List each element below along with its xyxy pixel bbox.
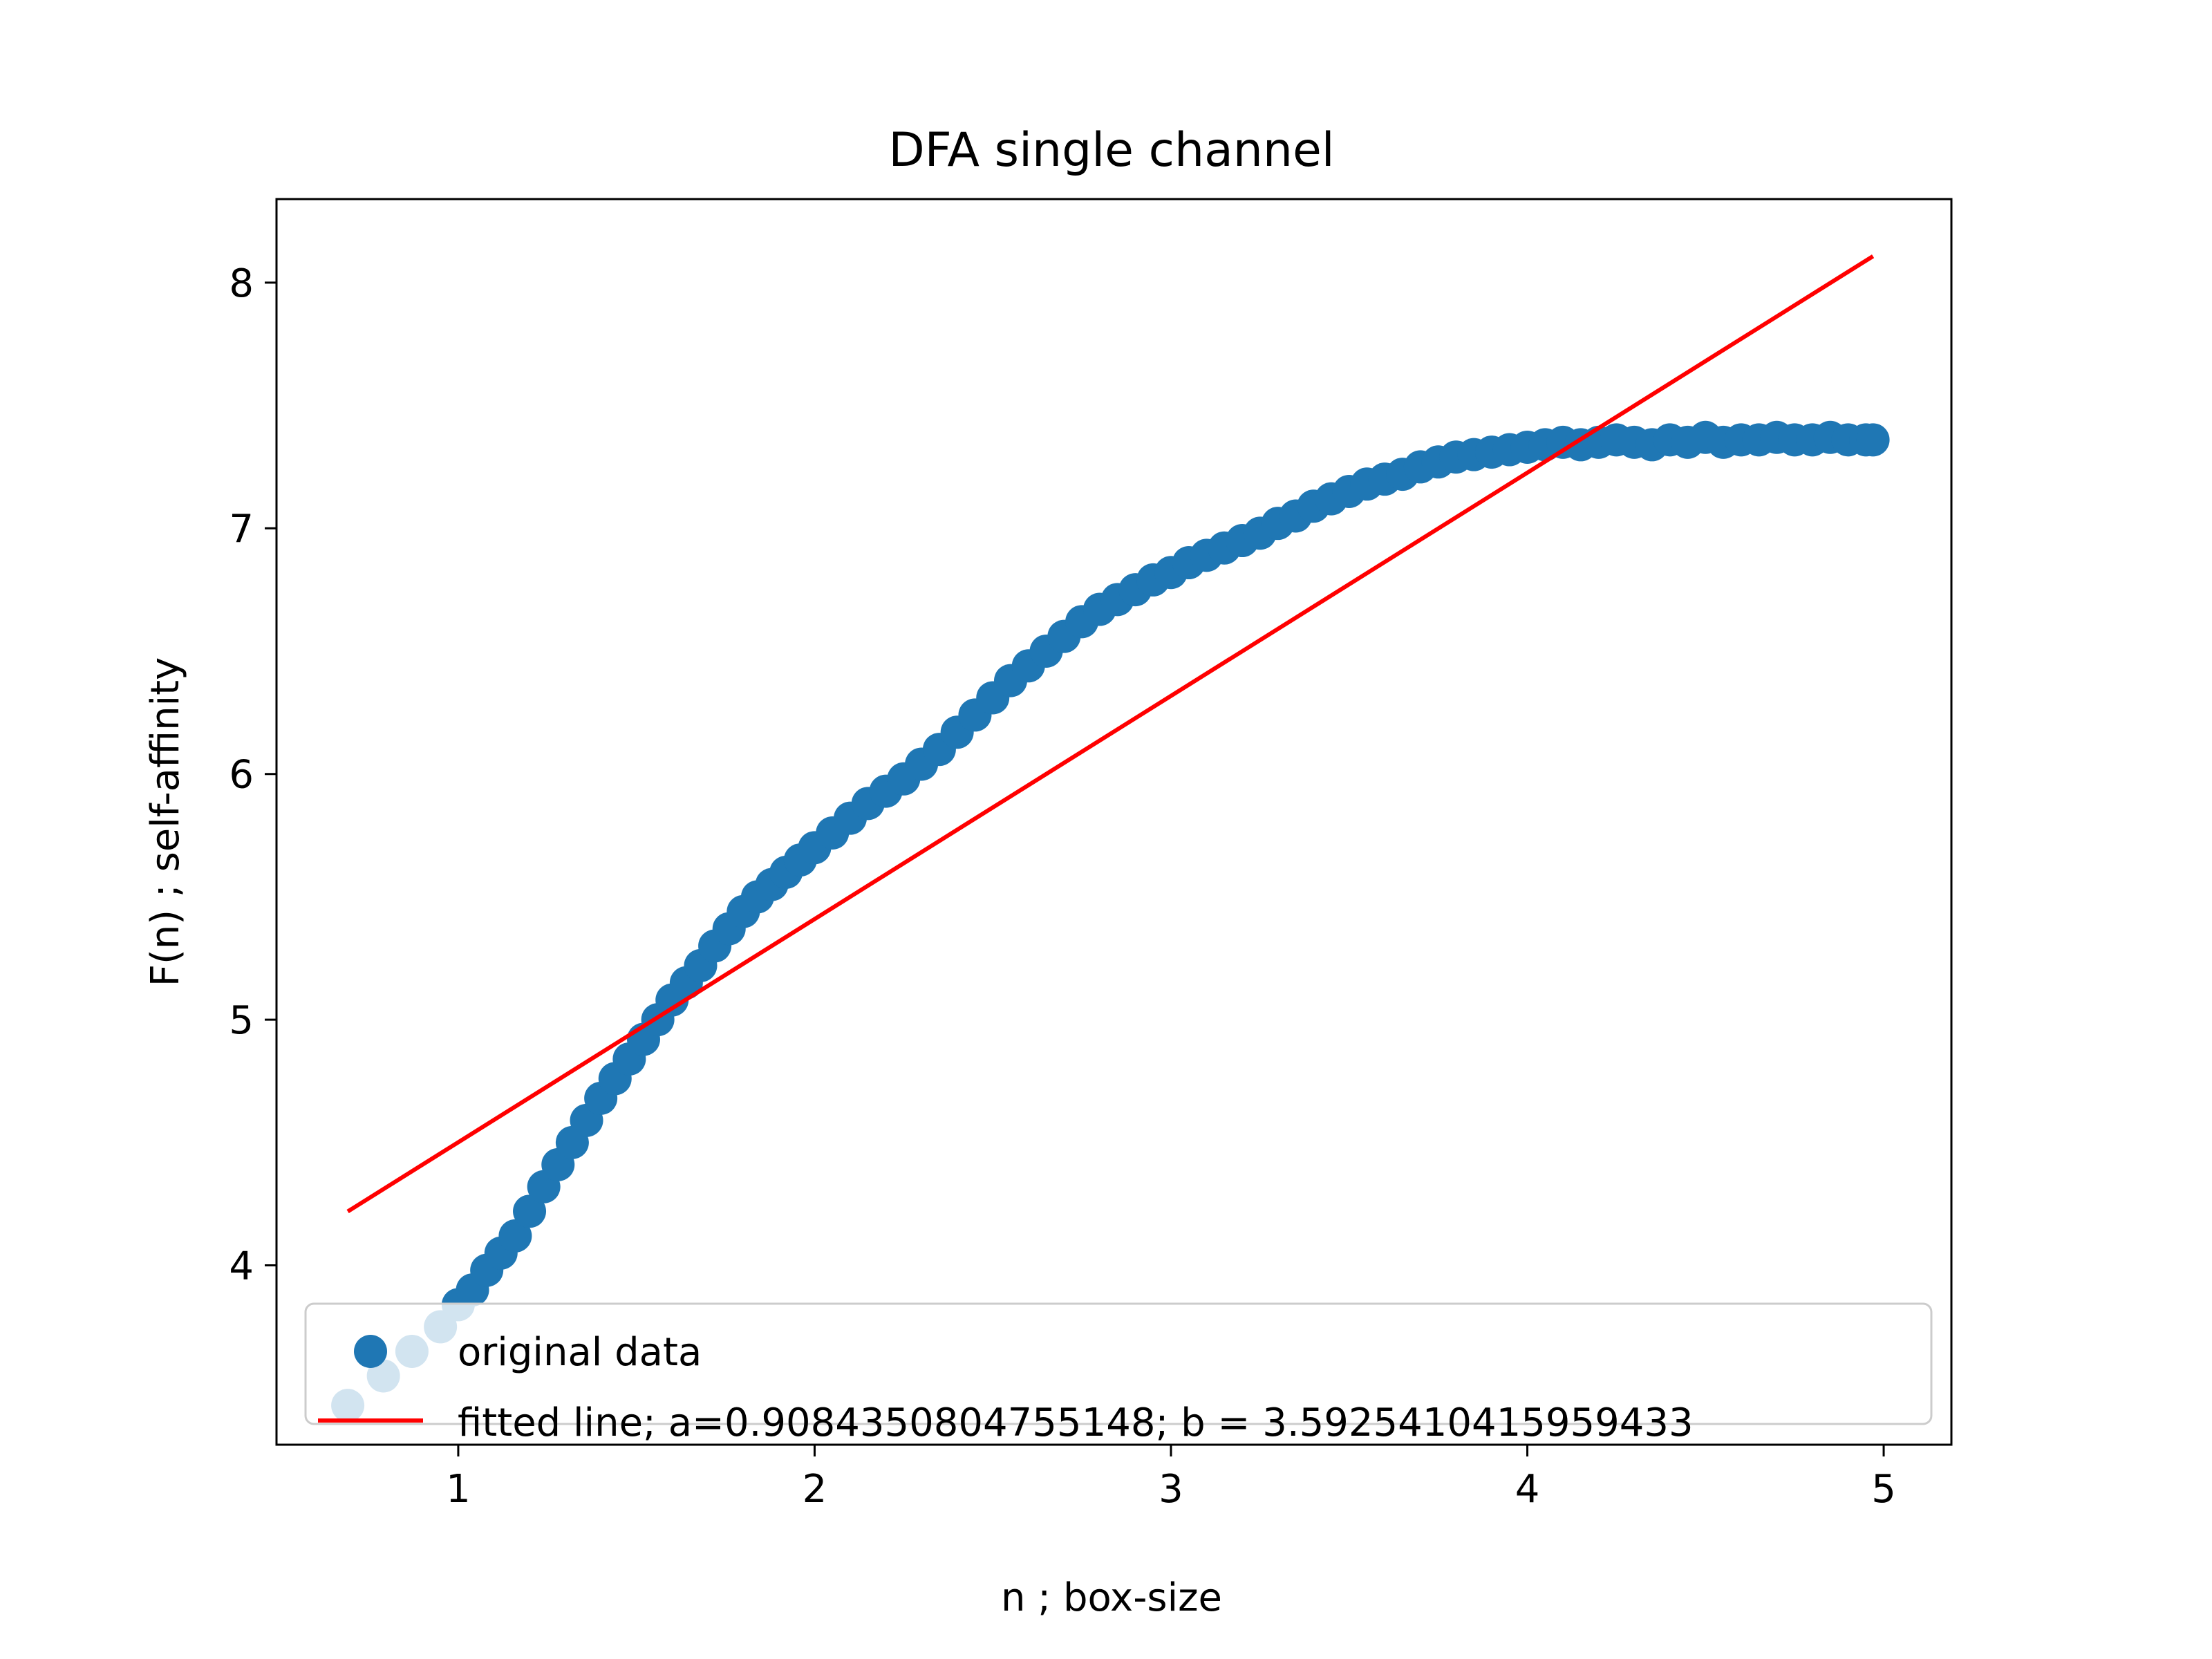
legend: original data fitted line; a=0.908435080… <box>304 1302 1933 1445</box>
x-axis: 1 2 3 4 5 <box>446 1445 1896 1512</box>
y-tick-label: 8 <box>229 261 254 306</box>
y-tick-label: 4 <box>229 1244 254 1289</box>
y-tick-label: 5 <box>229 998 254 1043</box>
x-tick-label: 5 <box>1871 1467 1896 1512</box>
fit-layer <box>346 254 1875 1214</box>
chart-title: DFA single channel <box>888 123 1334 178</box>
y-tick-label: 7 <box>229 507 254 552</box>
data-point <box>1856 423 1890 457</box>
legend-label-original-data: original data <box>458 1330 702 1375</box>
axes-frame <box>275 198 1953 1446</box>
y-axis: 4 5 6 7 8 <box>229 261 276 1289</box>
plot-area <box>331 254 1890 1423</box>
x-axis-label: n ; box-size <box>1001 1575 1222 1620</box>
x-tick-label: 4 <box>1515 1467 1540 1512</box>
data-point <box>498 1219 532 1253</box>
y-tick-label: 6 <box>229 753 254 798</box>
data-point <box>513 1194 547 1228</box>
legend-scatter-marker <box>354 1335 387 1368</box>
x-tick-label: 2 <box>803 1467 827 1512</box>
y-axis-label: F(n) ; self-affinity <box>143 657 188 987</box>
fitted-line <box>346 254 1875 1214</box>
scatter-layer <box>331 420 1890 1423</box>
x-tick-label: 3 <box>1159 1467 1183 1512</box>
legend-label-fitted-line: fitted line; a=0.9084350804755148; b = 3… <box>458 1400 1694 1445</box>
legend-box <box>304 1302 1933 1425</box>
x-tick-label: 1 <box>446 1467 471 1512</box>
